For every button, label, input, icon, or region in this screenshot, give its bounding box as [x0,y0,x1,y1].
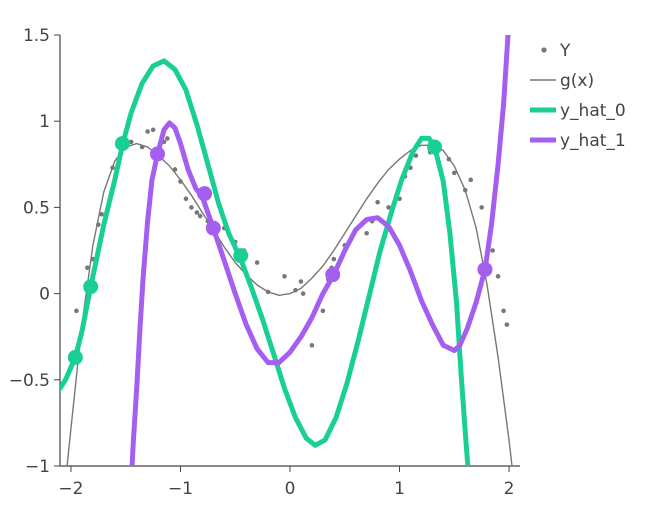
scatter-point-y [468,177,474,183]
scatter-point-y [479,205,484,210]
marker-y-hat-0 [67,349,83,365]
marker-y-hat-0 [114,136,130,152]
legend[interactable]: Yg(x) y_hat_0 y_hat_1 [530,41,626,151]
x-tick-label: 2 [504,479,515,499]
scatter-point-y [495,274,501,279]
x-tick-label: 0 [285,479,296,499]
marker-y-hat-1 [205,220,221,236]
legend-item-y-hat-0[interactable]: y_hat_0 [530,101,626,121]
x-tick-label: −1 [168,479,193,499]
axes: −2 −1 0 1 2 −1 −0.5 0 0.5 1 1.5 [9,26,520,499]
marker-y-hat-1 [149,146,165,162]
y-tick-label: 1 [39,112,50,132]
marker-y-hat-1 [325,267,341,283]
legend-label: g(x) [560,71,594,91]
scatter-point-y [194,210,200,215]
series-line-y-hat-1 [129,35,511,466]
scatter-point-y [386,205,391,210]
scatter-point-y [165,136,170,141]
y-tick-label: −1 [25,457,50,477]
scatter-point-y [254,260,260,265]
scatter-point-y [364,230,369,236]
scatter-point-y [320,308,326,314]
legend-item-g-x[interactable]: g(x) [530,71,594,91]
marker-y-hat-0 [83,279,99,295]
legend-label: y_hat_0 [560,101,626,121]
scatter-point-y [85,265,90,271]
scatter-point-y [451,170,457,176]
scatter-point-y [300,291,306,296]
marker-y-hat-1 [477,261,493,277]
legend-label: y_hat_1 [560,131,626,151]
scatter-point-y [331,256,337,262]
x-tick-label: −2 [58,479,83,499]
scatter-point-y [413,153,419,158]
marker-y-hat-0 [427,139,443,155]
legend-item-y[interactable]: Y [541,41,571,61]
series-line-g-x [66,142,513,466]
scatter-point-y [501,308,506,314]
legend-label: Y [559,41,571,61]
scatter-point-y [298,279,304,284]
marker-y-hat-1 [197,186,213,202]
y-tick-label: −0.5 [9,371,50,391]
legend-swatch [541,47,547,53]
scatter-point-y [189,205,194,210]
scatter-point-y [375,199,380,205]
y-tick-label: 0 [39,285,50,305]
scatter-point-y [490,248,495,253]
scatter-point-y [197,213,203,219]
plot-area [60,35,513,466]
scatter-point-y [150,127,156,133]
legend-item-y-hat-1[interactable]: y_hat_1 [530,131,626,151]
scatter-point-y [183,196,189,202]
scatter-point-y [99,211,104,217]
scatter-point-y [74,308,79,314]
y-tick-label: 0.5 [23,198,50,218]
scatter-point-y [128,139,134,145]
x-tick-label: 1 [394,479,405,499]
scatter-point-y [504,322,510,327]
y-tick-label: 1.5 [23,26,50,46]
scatter-point-y [282,274,287,279]
marker-y-hat-0 [233,248,249,264]
scatter-point-y [145,129,150,134]
scatter-point-y [309,343,315,348]
